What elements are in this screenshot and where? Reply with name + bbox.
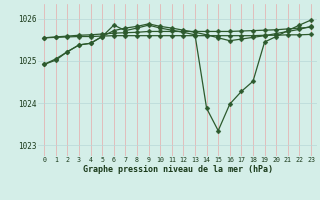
X-axis label: Graphe pression niveau de la mer (hPa): Graphe pression niveau de la mer (hPa)	[83, 165, 273, 174]
